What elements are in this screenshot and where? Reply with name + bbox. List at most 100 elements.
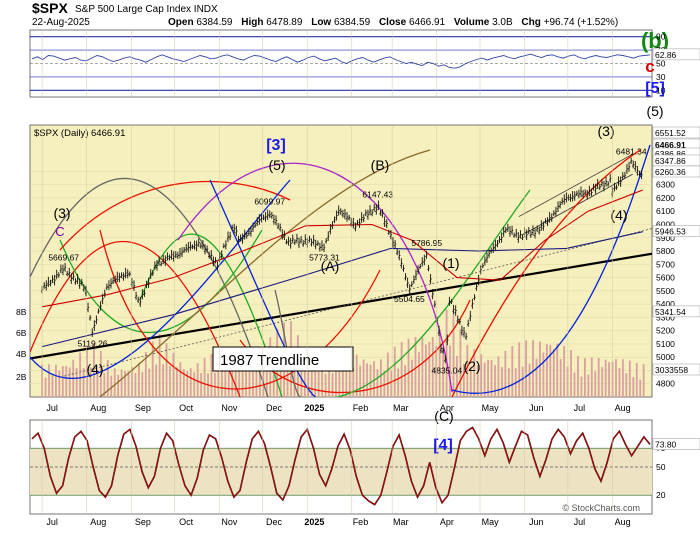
volume-axis-label: 6B: [16, 328, 27, 338]
volume-bar: [134, 373, 137, 397]
volume-bar: [338, 371, 341, 397]
volume-axis-label: 2B: [16, 372, 27, 382]
wave-label: (3): [53, 205, 70, 221]
volume-bar: [608, 362, 610, 397]
volume-bar: [411, 359, 413, 397]
x-tick-label: Aug: [90, 517, 106, 527]
x-tick-label: Aug: [90, 403, 106, 413]
volume-bar: [466, 344, 469, 397]
volume-bar: [570, 350, 572, 397]
y-tick-label: 5000: [656, 352, 675, 362]
volume-bar: [321, 361, 324, 397]
y-tick-label: 6300: [656, 180, 675, 190]
volume-bar: [203, 358, 206, 397]
volume-bar: [144, 351, 147, 397]
volume-axis-label: 8B: [16, 307, 27, 317]
trendline-label: 1987 Trendline: [220, 352, 319, 369]
volume-bar: [587, 374, 590, 397]
volume-bar: [345, 369, 348, 397]
x-tick-label: Sep: [135, 403, 151, 413]
volume-bar: [552, 349, 555, 397]
volume-bar: [528, 363, 531, 397]
volume-bar: [539, 341, 541, 397]
x-tick-label: Apr: [440, 517, 454, 527]
x-tick-label: Nov: [221, 517, 238, 527]
x-tick-label: Nov: [221, 403, 238, 413]
wave-label: (1): [442, 255, 459, 271]
volume-bar: [99, 351, 102, 397]
volume-bar: [424, 344, 427, 397]
x-tick-label: Feb: [353, 517, 369, 527]
price-annotation: 5119.26: [77, 339, 107, 349]
volume-bar: [490, 360, 493, 397]
volume-bar: [341, 348, 344, 397]
volume-bar: [480, 354, 483, 397]
volume-axis-label: 4B: [16, 349, 27, 359]
volume-bar: [234, 369, 237, 397]
volume-bar: [442, 346, 445, 397]
volume-bar: [148, 368, 151, 397]
symbol-title: $SPX: [32, 0, 68, 16]
volume-bar: [497, 356, 500, 397]
volume-bar: [127, 371, 130, 397]
cycle-arc: [30, 241, 241, 397]
volume-bar: [397, 368, 400, 397]
volume-bar: [459, 328, 462, 397]
volume-bar: [279, 357, 282, 397]
oscillator-last-tag: [652, 48, 700, 61]
volume-bar: [172, 352, 175, 397]
price-tag-label: 6260.36: [655, 167, 686, 177]
volume-bar: [124, 371, 126, 397]
volume-bar: [628, 360, 631, 397]
volume-bar: [68, 367, 71, 397]
x-tick-label: Jul: [46, 403, 58, 413]
volume-bar: [186, 371, 189, 397]
x-tick-label: 2025: [304, 517, 324, 527]
volume-bar: [566, 366, 569, 397]
volume-bar: [428, 341, 431, 397]
volume-bar: [418, 352, 420, 397]
volume-bar: [563, 345, 566, 397]
volume-bar: [328, 356, 330, 397]
volume-bar: [151, 341, 154, 397]
volume-bar: [469, 366, 472, 397]
x-tick-label: Dec: [266, 517, 283, 527]
volume-bar: [286, 351, 289, 397]
volume-bar: [189, 368, 192, 397]
volume-bar: [438, 329, 441, 397]
volume-bar: [449, 345, 451, 397]
volume-bar: [75, 367, 78, 397]
x-tick-label: Jul: [574, 517, 586, 527]
cycle-arc: [59, 180, 291, 251]
rsi-tick-label: 50: [656, 462, 666, 472]
volume-bar: [93, 343, 95, 397]
volume-bar: [535, 358, 538, 397]
cycle-arc: [300, 189, 531, 397]
volume-bar: [483, 362, 486, 397]
y-tick-label: 5800: [656, 246, 675, 256]
wave-label: c: [645, 57, 654, 76]
y-tick-label: 5300: [656, 312, 675, 322]
oscillator-tick-label: 50: [656, 59, 666, 69]
volume-bar: [386, 352, 389, 397]
volume-bar: [117, 374, 120, 397]
volume-bar: [380, 359, 382, 397]
x-tick-label: Jun: [529, 517, 544, 527]
volume-bar: [373, 361, 375, 397]
volume-bar: [252, 367, 254, 397]
volume-bar: [400, 341, 403, 397]
price-tag: [652, 165, 700, 178]
x-tick-label: May: [482, 517, 500, 527]
x-tick-label: May: [482, 403, 500, 413]
y-tick-label: 5900: [656, 233, 675, 243]
x-tick-label: Dec: [266, 403, 283, 413]
volume-bar: [559, 358, 562, 397]
y-tick-label: 5600: [656, 273, 675, 283]
cycle-arc: [209, 179, 325, 397]
volume-bar: [594, 371, 597, 397]
volume-bar: [193, 372, 196, 397]
volume-bar: [577, 356, 579, 397]
volume-bar: [366, 363, 368, 397]
y-tick-label: 5700: [656, 259, 675, 269]
